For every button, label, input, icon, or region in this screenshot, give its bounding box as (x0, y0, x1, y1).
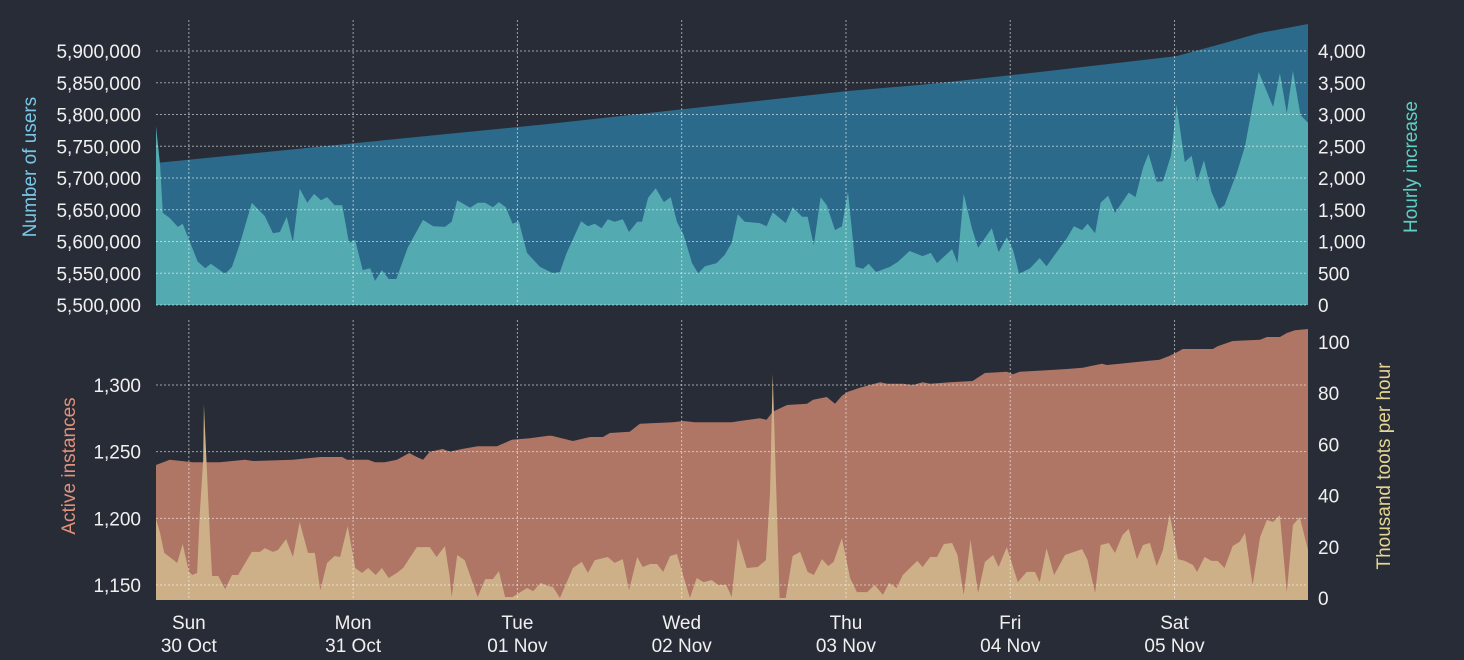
x-tick-day: Fri (999, 613, 1021, 634)
x-tick-day: Sun (172, 613, 206, 634)
users-tick-label: 5,750,000 (56, 137, 141, 158)
toots-tick-label: 80 (1318, 384, 1339, 405)
instances-tick-label: 1,200 (93, 509, 141, 530)
x-tick-date: 04 Nov (980, 636, 1041, 657)
users-tick-label: 5,650,000 (56, 201, 141, 222)
instances-axis-title: Active instances (59, 397, 80, 534)
x-tick-day: Sat (1160, 613, 1189, 634)
x-tick-day: Thu (830, 613, 863, 634)
users-tick-label: 5,600,000 (56, 233, 141, 254)
hourly-tick-label: 4,000 (1318, 42, 1366, 63)
x-tick-date: 01 Nov (487, 636, 548, 657)
top-panel-areas (156, 24, 1308, 305)
x-tick-day: Wed (662, 613, 701, 634)
hourly-tick-label: 2,000 (1318, 169, 1366, 190)
instances-tick-label: 1,300 (93, 376, 141, 397)
x-tick-day: Mon (335, 613, 372, 634)
hourly-tick-label: 1,500 (1318, 201, 1366, 222)
toots-tick-label: 40 (1318, 487, 1339, 508)
users-tick-label: 5,900,000 (56, 42, 141, 63)
x-tick-day: Tue (501, 613, 533, 634)
toots-tick-label: 60 (1318, 435, 1339, 456)
hourly-tick-label: 1,000 (1318, 233, 1366, 254)
active-instances-area (156, 329, 1308, 600)
toots-tick-label: 100 (1318, 333, 1350, 354)
instances-tick-label: 1,150 (93, 576, 141, 597)
tick-labels: 5,500,000 5,550,000 5,600,000 5,650,000 5,70… (56, 42, 1365, 657)
x-tick-date: 02 Nov (652, 636, 713, 657)
toots-tick-label: 0 (1318, 589, 1329, 610)
users-tick-label: 5,500,000 (56, 296, 141, 317)
x-tick-date: 31 Oct (325, 636, 382, 657)
toots-axis-title: Thousand toots per hour (1374, 362, 1395, 570)
hourly-tick-label: 3,000 (1318, 106, 1366, 127)
x-tick-date: 30 Oct (161, 636, 218, 657)
hourly-tick-label: 500 (1318, 264, 1350, 285)
toots-per-hour-area (156, 374, 1308, 600)
x-tick-date: 03 Nov (816, 636, 877, 657)
hourly-tick-label: 3,500 (1318, 74, 1366, 95)
hourly-axis-title: Hourly increase (1401, 101, 1422, 233)
toots-tick-label: 20 (1318, 538, 1339, 559)
users-axis-title: Number of users (20, 97, 41, 237)
users-tick-label: 5,550,000 (56, 264, 141, 285)
x-tick-date: 05 Nov (1144, 636, 1205, 657)
hourly-tick-label: 0 (1318, 296, 1329, 317)
gridlines (156, 20, 1308, 600)
users-tick-label: 5,800,000 (56, 106, 141, 127)
hourly-tick-label: 2,500 (1318, 137, 1366, 158)
bottom-panel-areas (156, 329, 1308, 600)
users-tick-label: 5,700,000 (56, 169, 141, 190)
users-tick-label: 5,850,000 (56, 74, 141, 95)
hourly-increase-area (156, 70, 1308, 305)
instances-tick-label: 1,250 (93, 443, 141, 464)
